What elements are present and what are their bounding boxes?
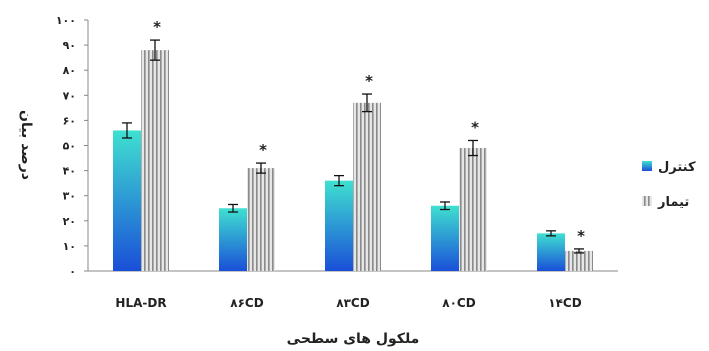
y-axis-title: درصد بیان bbox=[18, 110, 34, 180]
significance-star: * bbox=[365, 72, 373, 90]
bar-control bbox=[325, 180, 353, 271]
bars: * * * * * bbox=[113, 18, 593, 272]
bar-treatment bbox=[565, 250, 593, 271]
y-tick-label: ۶۰ bbox=[63, 114, 76, 127]
bar-treatment bbox=[247, 168, 275, 271]
significance-star: * bbox=[259, 141, 267, 159]
legend-label-control: کنترل bbox=[658, 160, 696, 175]
significance-star: * bbox=[471, 118, 479, 136]
category-label: ۸۰CD bbox=[442, 296, 475, 310]
bar-treatment bbox=[353, 102, 381, 271]
y-tick-label: ۵۰ bbox=[63, 140, 76, 153]
category-label: ۱۴CD bbox=[548, 296, 581, 310]
category-labels: HLA-DR ۸۶CD ۸۳CD ۸۰CD ۱۴CD bbox=[115, 296, 581, 310]
y-tick-label: ۱۰۰ bbox=[56, 14, 76, 27]
bar-control bbox=[537, 233, 565, 271]
bar-control bbox=[113, 130, 141, 271]
legend: کنترل تیمار bbox=[642, 160, 696, 210]
y-tick-label: ۱۰ bbox=[63, 240, 76, 253]
legend-label-treatment: تیمار bbox=[657, 195, 689, 210]
category-label: HLA-DR bbox=[115, 296, 166, 310]
y-tick-label: ۰ bbox=[69, 265, 76, 278]
y-tick-label: ۴۰ bbox=[63, 165, 76, 178]
y-ticks: ۰ ۱۰ ۲۰ ۳۰ ۴۰ ۵۰ ۶۰ ۷۰ ۸۰ ۹۰ ۱۰۰ bbox=[56, 14, 88, 278]
bar-control bbox=[431, 205, 459, 271]
y-tick-label: ۹۰ bbox=[63, 39, 76, 52]
significance-star: * bbox=[577, 227, 585, 245]
x-axis-title: ملکول های سطحی bbox=[287, 331, 420, 347]
bar-treatment bbox=[141, 50, 169, 272]
category-label: ۸۳CD bbox=[336, 296, 369, 310]
y-tick-label: ۸۰ bbox=[63, 64, 76, 77]
bar-control bbox=[219, 208, 247, 271]
y-tick-label: ۳۰ bbox=[63, 190, 76, 203]
y-tick-label: ۷۰ bbox=[63, 89, 76, 102]
significance-star: * bbox=[153, 18, 161, 36]
legend-swatch-treatment bbox=[642, 196, 652, 206]
legend-swatch-control bbox=[642, 161, 652, 171]
y-tick-label: ۲۰ bbox=[63, 215, 76, 228]
bar-treatment bbox=[459, 148, 487, 271]
category-label: ۸۶CD bbox=[230, 296, 263, 310]
